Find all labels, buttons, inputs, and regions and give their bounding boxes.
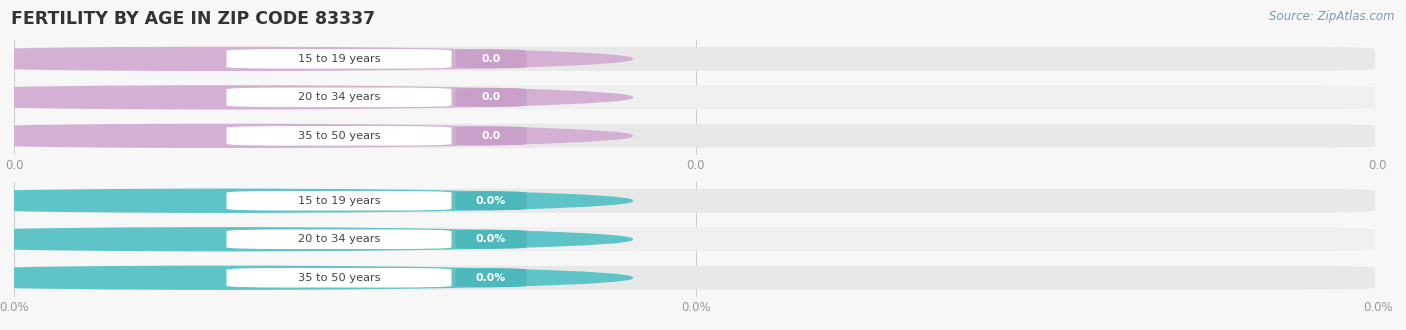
Text: 20 to 34 years: 20 to 34 years xyxy=(298,234,380,244)
FancyBboxPatch shape xyxy=(15,189,1375,213)
FancyBboxPatch shape xyxy=(226,229,451,249)
Text: 35 to 50 years: 35 to 50 years xyxy=(298,131,380,141)
Text: 0.0: 0.0 xyxy=(481,92,501,102)
Text: FERTILITY BY AGE IN ZIP CODE 83337: FERTILITY BY AGE IN ZIP CODE 83337 xyxy=(11,10,375,28)
FancyBboxPatch shape xyxy=(15,266,1375,290)
FancyBboxPatch shape xyxy=(456,49,526,69)
Text: 20 to 34 years: 20 to 34 years xyxy=(298,92,380,102)
FancyBboxPatch shape xyxy=(226,126,451,146)
FancyBboxPatch shape xyxy=(226,191,451,211)
Circle shape xyxy=(0,228,633,251)
FancyBboxPatch shape xyxy=(456,229,526,249)
FancyBboxPatch shape xyxy=(226,268,451,287)
Text: 0.0%: 0.0% xyxy=(477,273,506,283)
Text: 0.0%: 0.0% xyxy=(477,196,506,206)
FancyBboxPatch shape xyxy=(456,126,526,146)
Text: 0.0: 0.0 xyxy=(481,54,501,64)
Text: Source: ZipAtlas.com: Source: ZipAtlas.com xyxy=(1270,10,1395,23)
FancyBboxPatch shape xyxy=(15,227,1375,251)
Circle shape xyxy=(0,86,633,109)
Circle shape xyxy=(0,48,633,70)
Circle shape xyxy=(0,124,633,147)
Circle shape xyxy=(0,266,633,289)
Circle shape xyxy=(0,189,633,212)
FancyBboxPatch shape xyxy=(15,124,1375,148)
Text: 0.0: 0.0 xyxy=(481,131,501,141)
FancyBboxPatch shape xyxy=(226,87,451,107)
FancyBboxPatch shape xyxy=(456,191,526,211)
Text: 35 to 50 years: 35 to 50 years xyxy=(298,273,380,283)
FancyBboxPatch shape xyxy=(456,87,526,107)
FancyBboxPatch shape xyxy=(456,268,526,287)
FancyBboxPatch shape xyxy=(15,47,1375,71)
FancyBboxPatch shape xyxy=(226,49,451,69)
Text: 0.0%: 0.0% xyxy=(477,234,506,244)
Text: 15 to 19 years: 15 to 19 years xyxy=(298,196,380,206)
Text: 15 to 19 years: 15 to 19 years xyxy=(298,54,380,64)
FancyBboxPatch shape xyxy=(15,85,1375,109)
